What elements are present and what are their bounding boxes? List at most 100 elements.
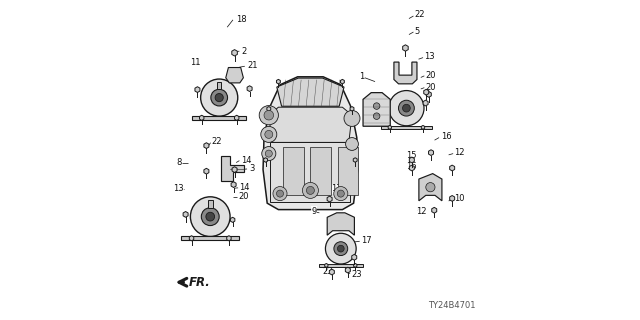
Circle shape [388, 91, 424, 126]
Bar [182, 236, 239, 240]
Circle shape [399, 100, 414, 116]
Text: 21: 21 [247, 61, 257, 70]
Polygon shape [354, 263, 357, 267]
Text: 20: 20 [239, 192, 249, 201]
Polygon shape [450, 196, 454, 201]
Polygon shape [340, 79, 344, 84]
Text: FR.: FR. [189, 276, 211, 289]
Text: 2: 2 [242, 47, 247, 56]
Bar [217, 82, 221, 89]
Polygon shape [204, 168, 209, 174]
Text: 14: 14 [241, 156, 251, 164]
Text: 17: 17 [361, 236, 372, 245]
Text: TY24B4701: TY24B4701 [428, 301, 475, 310]
Circle shape [276, 190, 284, 197]
Polygon shape [363, 93, 390, 126]
Circle shape [307, 186, 314, 194]
Polygon shape [324, 263, 328, 267]
Text: 16: 16 [441, 132, 452, 141]
Polygon shape [330, 269, 334, 275]
Polygon shape [183, 212, 188, 217]
Polygon shape [421, 125, 425, 129]
Text: 19: 19 [367, 98, 378, 107]
Text: 15: 15 [406, 151, 416, 160]
Text: 23: 23 [351, 270, 362, 279]
Circle shape [325, 233, 356, 264]
Polygon shape [189, 236, 194, 241]
Circle shape [334, 187, 348, 201]
Circle shape [346, 138, 358, 150]
Polygon shape [221, 156, 244, 181]
Circle shape [262, 147, 276, 161]
Text: 22: 22 [212, 137, 222, 146]
Circle shape [273, 187, 287, 201]
Polygon shape [327, 196, 332, 202]
Circle shape [334, 242, 348, 256]
Polygon shape [353, 158, 357, 162]
Text: 22: 22 [415, 10, 425, 19]
Polygon shape [276, 79, 280, 84]
Polygon shape [267, 107, 271, 111]
Polygon shape [346, 267, 350, 273]
Polygon shape [419, 174, 442, 201]
Polygon shape [432, 207, 436, 213]
Circle shape [211, 89, 228, 106]
Bar [381, 126, 432, 129]
Circle shape [206, 212, 214, 221]
Text: 18: 18 [236, 15, 247, 24]
Circle shape [201, 79, 238, 116]
Text: 13: 13 [424, 52, 435, 61]
Bar [270, 142, 351, 202]
Polygon shape [410, 165, 414, 171]
Text: 14: 14 [239, 183, 250, 192]
Polygon shape [232, 167, 237, 172]
Circle shape [426, 183, 435, 192]
Bar [319, 264, 363, 267]
Text: 10: 10 [454, 194, 465, 203]
Circle shape [403, 104, 410, 112]
Polygon shape [234, 115, 239, 120]
Polygon shape [227, 236, 231, 241]
Text: 8: 8 [177, 158, 182, 167]
Circle shape [373, 103, 380, 109]
Bar [310, 147, 332, 195]
Text: 12: 12 [454, 148, 465, 157]
Text: 11: 11 [191, 58, 201, 67]
Polygon shape [424, 89, 429, 95]
Circle shape [337, 245, 344, 252]
Polygon shape [230, 217, 235, 222]
Circle shape [202, 208, 219, 226]
Text: 16: 16 [406, 162, 417, 171]
Circle shape [261, 126, 276, 142]
Circle shape [264, 110, 274, 120]
Bar [338, 147, 358, 195]
Polygon shape [200, 115, 204, 120]
Polygon shape [352, 254, 356, 260]
Circle shape [215, 93, 223, 102]
Circle shape [191, 197, 230, 236]
Polygon shape [394, 62, 417, 84]
Circle shape [302, 182, 319, 198]
Polygon shape [263, 77, 358, 210]
Text: 9: 9 [311, 207, 316, 216]
Polygon shape [426, 92, 431, 97]
Circle shape [373, 113, 380, 119]
Text: 17: 17 [331, 184, 342, 193]
Polygon shape [450, 165, 454, 171]
Text: 13: 13 [173, 184, 184, 193]
Circle shape [344, 110, 360, 126]
Text: 20: 20 [426, 71, 436, 80]
Text: 12: 12 [416, 207, 426, 216]
Polygon shape [423, 100, 428, 106]
Polygon shape [410, 157, 414, 163]
Circle shape [265, 130, 273, 138]
Polygon shape [204, 143, 209, 148]
Text: 7: 7 [211, 234, 216, 243]
Polygon shape [388, 125, 392, 129]
Polygon shape [327, 213, 355, 235]
Text: 1: 1 [359, 72, 364, 81]
Circle shape [265, 150, 272, 157]
Polygon shape [429, 150, 433, 156]
Circle shape [337, 190, 344, 197]
Text: 23: 23 [323, 267, 333, 276]
